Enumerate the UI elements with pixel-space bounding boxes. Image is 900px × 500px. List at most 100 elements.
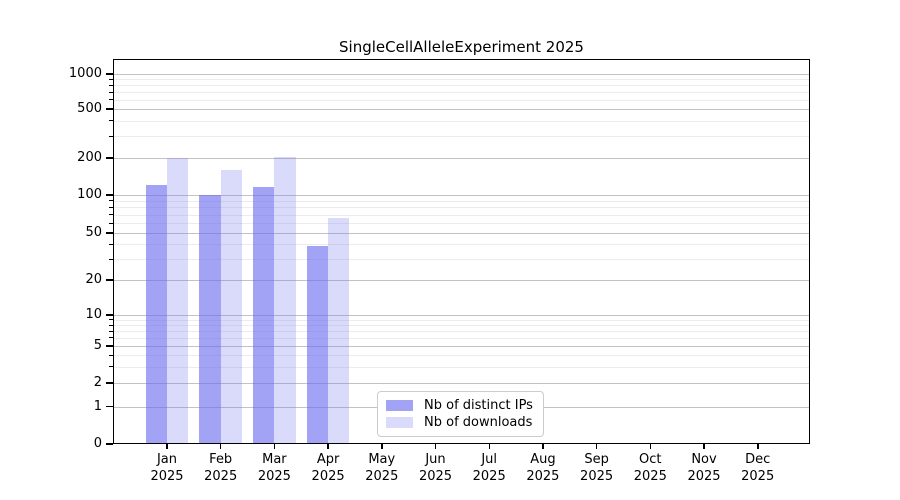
grid-line-major [114,195,809,196]
y-minor-tick-mark [109,324,113,326]
bar-distinct-ips-feb [199,195,221,444]
grid-line-major [114,74,809,75]
grid-line-minor [114,92,809,93]
y-tick-mark [106,232,113,234]
y-tick-label: 1000 [68,66,102,81]
bar-downloads-mar [274,156,296,444]
y-minor-tick-mark [109,84,113,86]
y-tick-mark [106,108,113,110]
bar-downloads-jan [167,158,189,444]
x-tick-mark [595,444,598,449]
y-minor-tick-mark [109,354,113,356]
x-tick-label: Mar 2025 [257,452,291,484]
grid-line-minor [114,259,809,261]
grid-line-major [114,109,809,110]
y-minor-tick-mark [109,91,113,93]
y-tick-mark [106,443,113,445]
y-minor-tick-mark [109,330,113,332]
x-tick-label: May 2025 [365,452,399,484]
y-tick-label: 100 [77,187,102,202]
y-tick-label: 0 [93,436,102,451]
bar-distinct-ips-apr [306,245,329,444]
y-tick-mark [106,194,113,196]
x-tick-mark [703,444,705,449]
legend-item-distinct-ips: Nb of distinct IPs [386,398,535,413]
grid-line-minor [114,223,809,224]
y-tick-mark [106,405,113,408]
grid-line-minor [114,214,809,216]
y-minor-tick-mark [109,243,113,245]
x-tick-label: Sep 2025 [580,452,614,484]
grid-line-major [114,233,809,234]
legend-item-downloads: Nb of downloads [386,415,535,430]
y-minor-tick-mark [109,214,113,216]
legend-label-distinct-ips: Nb of distinct IPs [424,397,533,413]
grid-line-minor [114,331,809,332]
x-tick-mark [488,444,490,449]
grid-line-major [114,346,809,347]
x-tick-label: Jun 2025 [418,452,453,484]
y-minor-tick-mark [109,78,113,80]
grid-line-major [114,383,809,384]
grid-line-minor [114,79,809,81]
grid-line-major [114,315,809,316]
x-tick-mark [219,444,222,449]
y-tick-label: 1 [93,398,102,414]
y-tick-mark [106,314,113,316]
x-tick-label: Feb 2025 [204,452,238,484]
bar-distinct-ips-mar [253,187,275,444]
legend: Nb of distinct IPs Nb of downloads [377,391,544,437]
legend-swatch-downloads [386,417,413,429]
y-minor-tick-mark [109,258,113,260]
x-tick-mark [757,444,759,449]
grid-line-minor [114,85,809,87]
y-minor-tick-mark [109,135,113,137]
x-tick-mark [166,444,168,449]
grid-line-minor [114,319,809,321]
grid-line-minor [114,136,809,138]
y-minor-tick-mark [109,120,113,122]
y-tick-mark [106,73,113,75]
x-tick-mark [542,444,544,449]
x-tick-mark [327,444,329,449]
x-tick-mark [434,444,437,449]
bar-downloads-apr [328,217,350,444]
x-tick-mark [649,444,651,449]
y-tick-label: 200 [77,150,102,165]
x-tick-label: Jul 2025 [472,452,506,484]
y-tick-label: 500 [77,101,102,116]
grid-line-minor [114,366,809,368]
grid-line-major [114,158,809,159]
x-tick-mark [273,444,276,449]
grid-line-minor [114,200,809,202]
grid-line-minor [114,337,809,339]
y-minor-tick-mark [109,337,113,339]
y-tick-label: 20 [85,272,102,287]
y-tick-label: 5 [93,338,102,353]
y-minor-tick-mark [109,99,113,101]
y-minor-tick-mark [109,200,113,202]
x-tick-label: Oct 2025 [633,452,667,484]
grid-line-major [114,280,809,281]
y-minor-tick-mark [109,366,113,368]
y-tick-mark [106,279,113,281]
y-tick-mark [106,382,113,384]
y-tick-label: 2 [93,375,102,390]
y-minor-tick-mark [109,222,113,224]
grid-line-minor [114,99,809,101]
x-tick-label: Dec 2025 [741,452,775,484]
x-tick-label: Apr 2025 [311,452,345,484]
x-tick-label: Aug 2025 [526,452,560,484]
grid-line-minor [114,120,809,122]
y-tick-label: 50 [85,225,102,240]
x-tick-label: Jan 2025 [150,452,184,484]
x-tick-label: Nov 2025 [687,452,721,484]
x-tick-mark [381,444,383,449]
bar-distinct-ips-jan [145,185,167,444]
grid-line-minor [114,244,809,246]
grid-line-minor [114,325,809,326]
chart-title: SingleCellAlleleExperiment 2025 [339,38,584,56]
y-tick-mark [106,157,113,159]
grid-line-minor [114,355,809,356]
